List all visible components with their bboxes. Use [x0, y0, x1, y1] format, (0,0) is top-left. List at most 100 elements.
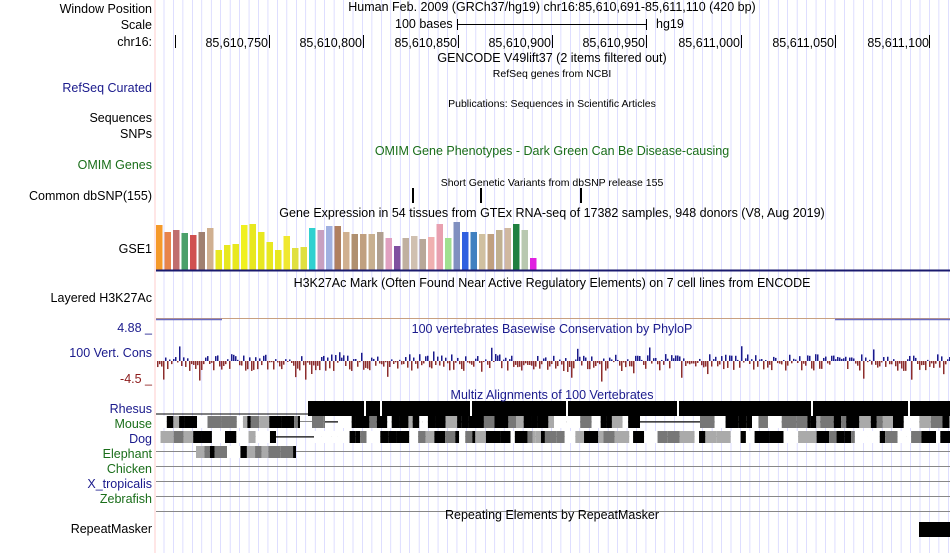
cons-bar: [299, 361, 301, 371]
cons-bar: [419, 354, 421, 361]
dbsnp-track-title[interactable]: Short Genetic Variants from dbSNP releas…: [440, 177, 664, 189]
alignment-block: [201, 431, 212, 443]
cons-bar: [471, 361, 473, 365]
species-elephant[interactable]: Elephant: [102, 447, 152, 461]
species-chicken[interactable]: Chicken: [106, 462, 152, 476]
alignment-block: [351, 416, 356, 428]
cons-bar: [559, 359, 561, 361]
cons-bar: [541, 361, 543, 365]
dbsnp-markers[interactable]: [412, 188, 582, 203]
omim-genes-label[interactable]: OMIM Genes: [77, 158, 152, 172]
cons-bar: [799, 356, 801, 361]
cons-bar: [167, 361, 169, 370]
ruler-tick-label: 85,610,950: [582, 36, 645, 50]
cons-bar: [375, 361, 377, 366]
alignment-block: [644, 431, 658, 443]
gtex-expression-bars[interactable]: [156, 222, 537, 270]
publications-track-title[interactable]: Publications: Sequences in Scientific Ar…: [448, 98, 656, 110]
species-mouse[interactable]: Mouse: [114, 417, 152, 431]
refseq-curated-label[interactable]: RefSeq Curated: [62, 81, 152, 95]
repeatmasker-label[interactable]: RepeatMasker: [70, 522, 152, 536]
cons-bar: [827, 361, 829, 364]
alignment-block: [657, 431, 668, 443]
cons-bar: [391, 359, 393, 361]
cons-track-title[interactable]: 100 vertebrates Basewise Conservation by…: [411, 322, 693, 336]
cons-bar: [923, 361, 925, 365]
cons-bar: [749, 361, 751, 364]
conservation-wiggle[interactable]: [157, 346, 950, 382]
cons-bar: [265, 354, 267, 361]
cons-bar: [523, 361, 525, 366]
species-zebrafish[interactable]: Zebrafish: [99, 492, 152, 506]
alignment-block: [836, 431, 845, 443]
repeatmasker-track-title[interactable]: Repeating Elements by RepeatMasker: [444, 508, 660, 522]
alignment-block: [455, 431, 460, 443]
alignment-block: [445, 431, 456, 443]
species-dog[interactable]: Dog: [129, 432, 152, 446]
multiz-track-title[interactable]: Multiz Alignments of 100 Vertebrates: [450, 388, 654, 402]
alignment-block: [816, 431, 830, 443]
alignment-block: [912, 416, 920, 428]
cons-bar: [259, 358, 261, 361]
alignment-block: [514, 431, 528, 443]
cons-bar: [615, 354, 617, 361]
cons-bar: [233, 354, 235, 361]
multiz-alignment-blocks[interactable]: [156, 401, 950, 512]
cons-bar: [757, 361, 759, 367]
h3k27ac-label[interactable]: Layered H3K27Ac: [50, 291, 152, 305]
gencode-track-title[interactable]: GENCODE V49lift37 (2 items filtered out): [437, 51, 667, 65]
cons-bar: [795, 359, 797, 361]
h3k27ac-track-title[interactable]: H3K27Ac Mark (Often Found Near Active Re…: [293, 276, 811, 290]
cons-bar: [463, 361, 465, 371]
alignment-block: [716, 431, 731, 443]
cons-bar: [907, 359, 909, 361]
alignment-block: [459, 431, 466, 443]
alignment-block: [544, 431, 557, 443]
cons-bar: [293, 361, 295, 366]
alignment-block: [314, 431, 322, 443]
snps-label[interactable]: SNPs: [120, 127, 152, 141]
cons-bar: [737, 359, 739, 361]
alignment-block: [897, 431, 907, 443]
h3k27ac-signal[interactable]: [156, 318, 950, 321]
cons-bar: [301, 356, 303, 361]
alignment-block: [236, 416, 243, 428]
dbsnp-label[interactable]: Common dbSNP(155): [29, 189, 152, 203]
cons-bar: [505, 357, 507, 361]
gtex-label[interactable]: GSE1: [118, 242, 152, 256]
cons-bar: [409, 354, 411, 361]
scale-bases-text: 100 bases: [395, 17, 453, 31]
alignment-block: [228, 416, 237, 428]
cons-bar: [783, 359, 785, 361]
cons-bar: [213, 361, 215, 371]
cons-bar: [937, 354, 939, 361]
window-position-label: Window Position: [59, 2, 152, 16]
species-rhesus[interactable]: Rhesus: [109, 402, 152, 416]
alignment-block: [196, 446, 205, 458]
gtex-track-title[interactable]: Gene Expression in 54 tissues from GTEx …: [279, 206, 825, 220]
species-x-tropicalis[interactable]: X_tropicalis: [87, 477, 152, 491]
cons-bar: [549, 361, 551, 367]
cons-bar: [901, 361, 903, 369]
omim-track-title[interactable]: OMIM Gene Phenotypes - Dark Green Can Be…: [374, 144, 730, 158]
cons-bar: [633, 361, 635, 374]
cons-bar: [313, 361, 315, 366]
alignment-block: [816, 416, 821, 428]
cons-bar: [379, 361, 381, 364]
cons-track-label[interactable]: 100 Vert. Cons: [69, 346, 152, 360]
cons-bar: [221, 361, 223, 370]
alignment-block: [611, 416, 623, 428]
cons-bar: [859, 361, 861, 371]
cons-bar: [511, 355, 513, 361]
cons-bar: [225, 361, 227, 365]
sequences-label[interactable]: Sequences: [89, 111, 152, 125]
cons-bar: [401, 361, 403, 365]
dbsnp-variant: [412, 188, 414, 203]
repeatmasker-block[interactable]: [919, 522, 950, 537]
refseq-track-title[interactable]: RefSeq genes from NCBI: [492, 68, 612, 80]
cons-bar: [449, 361, 451, 371]
alignment-block: [730, 431, 741, 443]
cons-bar: [369, 361, 371, 371]
gtex-tissue-bar: [249, 224, 256, 270]
cons-bar: [711, 361, 713, 367]
